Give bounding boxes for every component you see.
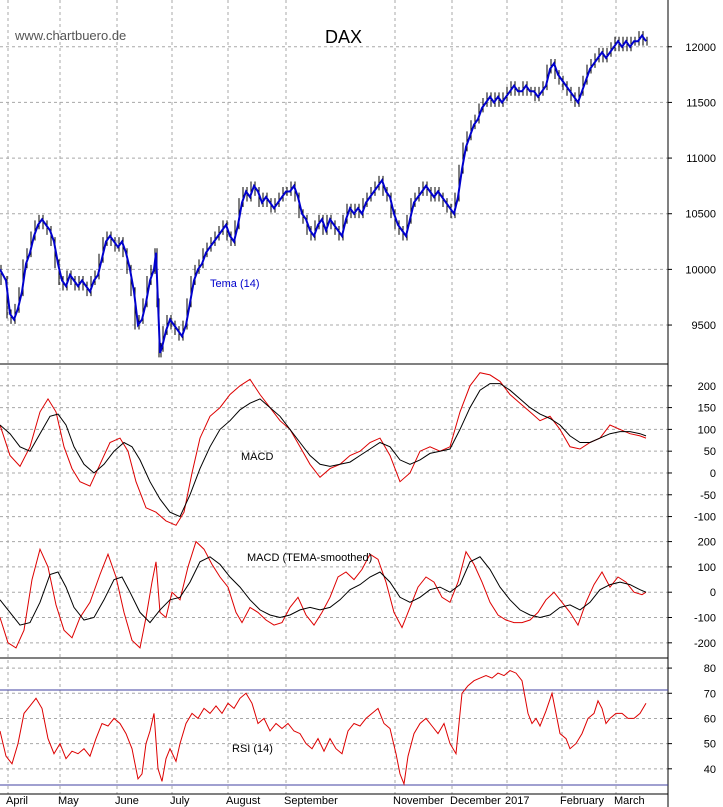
series [0,31,648,786]
y-tick-label: 60 [704,713,716,725]
x-month-label: June [115,795,139,807]
y-tick-label: 0 [710,468,716,480]
y-tick-label: 0 [710,587,716,599]
y-tick-label: 9500 [692,320,716,332]
y-tick-label: 10000 [685,264,716,276]
y-tick-label: 40 [704,764,716,776]
y-tick-label: 150 [698,403,716,415]
y-tick-label: -100 [694,512,716,524]
macd-line [0,372,647,526]
y-tick-label: -100 [694,613,716,625]
y-tick-label: -50 [700,490,716,502]
y-tick-label: 11000 [686,153,716,165]
y-tick-label: -200 [694,638,716,650]
tema-label: Tema (14) [210,278,260,290]
watermark: www.chartbuero.de [14,28,126,43]
x-month-label: February [560,795,605,807]
x-month-label: November [393,795,444,807]
x-month-label: December [450,795,501,807]
x-month-label: August [226,795,260,807]
x-month-label: April [6,795,28,807]
y-tick-label: 50 [704,739,716,751]
x-month-label: July [170,795,190,807]
x-month-label: 2017 [505,795,529,807]
chart-title: DAX [325,27,362,47]
rsi-line [0,670,647,786]
macd-tema-label: MACD (TEMA-smoothed) [247,552,372,564]
x-month-labels: April May June July August September November D… [6,795,645,807]
y-tick-label: 70 [704,688,716,700]
macd-label: MACD [241,451,273,463]
y-tick-label: 80 [704,663,716,675]
macd-line [0,540,647,649]
tema-line [0,33,647,354]
signal-line [0,383,647,518]
y-tick-label: 100 [698,562,716,574]
y-tick-label: 100 [698,424,716,436]
signal-line [0,556,647,626]
y-tick-label: 200 [698,537,716,549]
y-tick-label: 12000 [685,42,716,54]
rsi-label: RSI (14) [232,743,273,755]
y-tick-label: 200 [698,381,716,393]
y-tick-labels: 9500100001050011000115001200020015010050… [685,42,716,776]
x-month-label: March [614,795,645,807]
y-tick-label: 50 [704,446,716,458]
x-month-label: September [284,795,338,807]
y-tick-label: 11500 [686,97,716,109]
y-tick-label: 10500 [685,209,716,221]
x-month-label: May [58,795,79,807]
